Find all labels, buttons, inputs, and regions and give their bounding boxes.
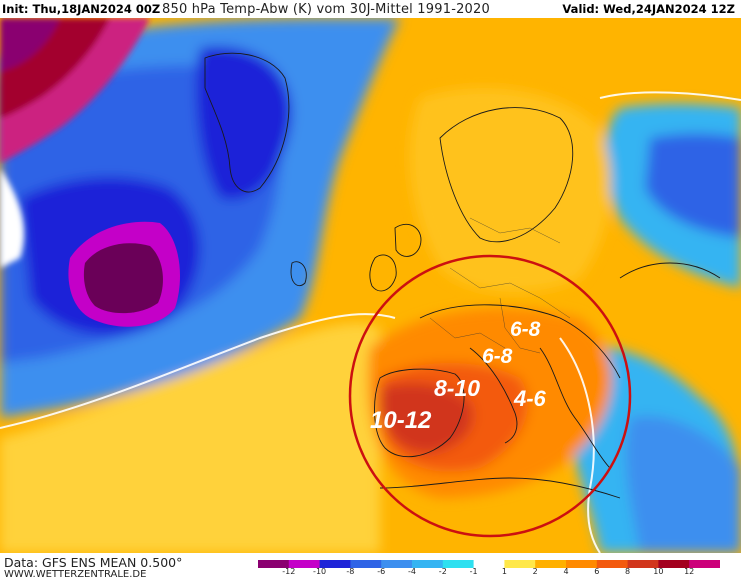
legend-tick-label: 6 (594, 567, 600, 576)
legend-tick-label: 10 (653, 567, 664, 576)
legend-tick-label: 2 (532, 567, 538, 576)
valid-time: Valid: Wed,24JAN2024 12Z (562, 2, 735, 16)
legend-swatch (504, 560, 536, 568)
legend-swatch (319, 560, 351, 568)
legend-tick-label: 1 (501, 567, 507, 576)
map-title: 850 hPa Temp-Abw (K) vom 30J-Mittel 1991… (162, 2, 490, 17)
legend-tick-label: -2 (438, 567, 447, 576)
annotation-10-12: 10-12 (370, 407, 432, 434)
annotation-8-10: 8-10 (434, 375, 480, 401)
data-source: Data: GFS ENS MEAN 0.500° (4, 555, 183, 570)
legend-tick-label: 8 (625, 567, 631, 576)
legend-tick-label: -6 (377, 567, 386, 576)
legend-tick-label: 12 (684, 567, 695, 576)
legend-tick-label: -10 (313, 567, 327, 576)
legend-tick-label: -4 (408, 567, 416, 576)
zero-contours (0, 91, 741, 553)
footer-bar: Data: GFS ENS MEAN 0.500° WWW.WETTERZENT… (0, 553, 741, 582)
legend-swatch (627, 560, 659, 568)
header-bar: Init: Thu,18JAN2024 00Z 850 hPa Temp-Abw… (0, 0, 741, 18)
borders (429, 217, 571, 354)
annotation-4-6: 4-6 (513, 386, 547, 411)
legend-swatch (596, 560, 629, 568)
legend-tick-label: -1 (469, 567, 478, 576)
highlight-circle (348, 254, 632, 538)
anomaly-field (0, 18, 741, 553)
legend-swatch (381, 560, 413, 568)
legend-swatch (258, 560, 290, 568)
annotation-6-8-upper: 6-8 (510, 318, 541, 341)
legend-tick-label: -8 (346, 567, 355, 576)
legend-tick-label: 4 (563, 567, 569, 576)
legend-swatch (350, 560, 382, 568)
coastlines (204, 52, 721, 499)
color-legend-bar (258, 560, 720, 568)
legend-swatch (473, 560, 505, 568)
legend-swatch (535, 560, 567, 568)
legend-swatch (658, 560, 690, 568)
init-time: Init: Thu,18JAN2024 00Z (2, 2, 161, 16)
legend-swatch (566, 560, 598, 568)
legend-swatch (288, 560, 321, 568)
legend-swatch (412, 560, 444, 568)
temperature-anomaly-map: 6-8 6-8 8-10 4-6 10-12 (0, 18, 741, 553)
legend-swatch (689, 560, 720, 568)
website-credit: WWW.WETTERZENTRALE.DE (4, 569, 147, 580)
legend-swatch (442, 560, 475, 568)
annotation-6-8-lower: 6-8 (482, 345, 513, 368)
legend-tick-label: -12 (282, 567, 296, 576)
